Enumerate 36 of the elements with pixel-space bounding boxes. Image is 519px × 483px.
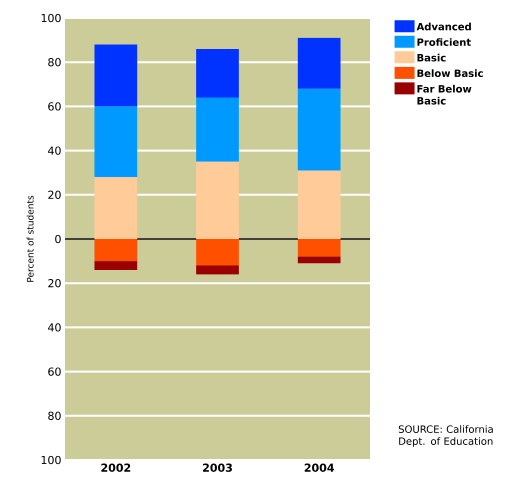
- bar: [196, 48, 239, 98]
- y-tick-label: 80: [48, 412, 61, 420]
- bar: [196, 162, 239, 239]
- y-tick-label: 80: [48, 58, 61, 66]
- y-tick-label: 60: [48, 102, 61, 111]
- y-tick-label: 100: [42, 456, 61, 464]
- bar: [94, 177, 138, 239]
- y-axis-title: Percent of students: [26, 196, 34, 282]
- bar: [94, 44, 138, 106]
- source-note: SOURCE: California Dept. of Education: [398, 425, 493, 447]
- bar: [298, 256, 341, 264]
- y-tick-label: 20: [48, 279, 61, 288]
- bar: [94, 239, 138, 262]
- x-tick-label: 2003: [203, 464, 232, 472]
- bar: [94, 106, 138, 178]
- y-tick-label: 100: [42, 14, 61, 22]
- bar: [298, 88, 341, 170]
- y-tick-label: 40: [48, 323, 61, 332]
- bar: [196, 239, 239, 266]
- legend-label: Far Below Basic: [417, 84, 472, 105]
- bar: [298, 170, 341, 239]
- x-tick-label: 2004: [304, 464, 334, 472]
- legend-label: Proficient: [417, 38, 471, 46]
- x-tick-label: 2002: [101, 464, 130, 472]
- y-tick-label: 20: [48, 190, 61, 199]
- y-tick-label: 40: [48, 146, 61, 155]
- bar: [94, 261, 138, 270]
- y-tick-label: 60: [48, 367, 61, 376]
- legend-label: Advanced: [416, 22, 471, 30]
- y-tick-label: 0: [55, 234, 61, 244]
- legend-label: Below Basic: [417, 69, 483, 78]
- bar: [298, 239, 341, 257]
- bar: [196, 98, 239, 162]
- legend-label: Basic: [417, 54, 446, 62]
- bar: [298, 38, 341, 89]
- bar: [196, 266, 239, 274]
